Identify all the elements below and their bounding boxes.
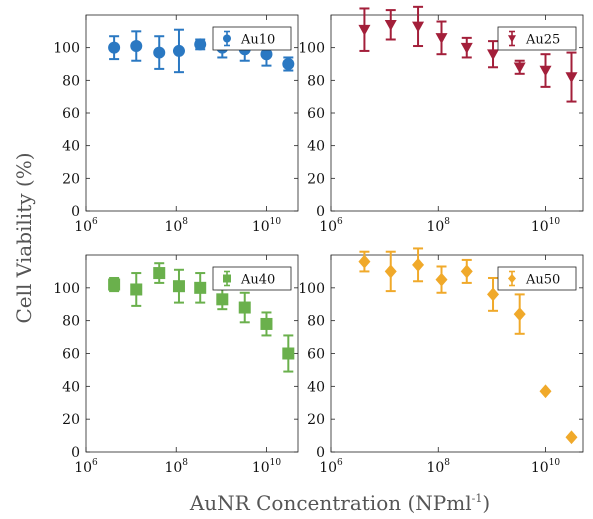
y-tick-label: 100 — [298, 41, 325, 57]
x-tick-label: 1010 — [252, 458, 282, 476]
data-point — [460, 264, 473, 279]
x-tick-label: 106 — [319, 458, 343, 476]
data-point — [435, 272, 448, 287]
data-point — [130, 40, 143, 53]
y-tick-label: 100 — [53, 281, 80, 297]
y-tick-label: 60 — [62, 347, 80, 363]
data-point — [216, 293, 229, 306]
chart-panel-2: 0 20 40 60 80 100 106 108 1010 Au25 — [298, 5, 584, 235]
y-tick-label: 0 — [316, 204, 325, 220]
x-tick-label: 108 — [426, 458, 450, 476]
x-tick-label: 106 — [74, 458, 98, 476]
data-point — [260, 48, 273, 61]
data-point — [539, 65, 552, 77]
legend-marker — [508, 35, 516, 43]
legend: Au25 — [497, 26, 577, 51]
data-point — [435, 33, 448, 44]
y-tick-label: 60 — [62, 106, 80, 122]
x-tick-label: 1010 — [531, 217, 561, 235]
data-point — [487, 287, 500, 302]
data-point — [565, 72, 578, 84]
y-tick-label: 60 — [307, 347, 325, 363]
data-point — [513, 62, 526, 74]
chart-panel-3: 0 20 40 60 80 100 106 108 1010 Au40 — [53, 254, 299, 476]
y-tick-label: 40 — [62, 139, 80, 155]
legend-box — [497, 26, 577, 51]
data-point — [130, 283, 143, 296]
data-point — [282, 347, 295, 360]
data-point — [358, 254, 371, 269]
legend-label: Au25 — [525, 33, 560, 48]
data-point — [238, 301, 251, 314]
data-point — [384, 264, 397, 279]
y-tick-label: 40 — [307, 379, 325, 395]
data-point — [172, 44, 185, 57]
x-tick-label: 108 — [164, 458, 188, 476]
y-tick-label: 20 — [307, 171, 325, 187]
data-point — [153, 267, 166, 280]
x-tick-label: 1010 — [252, 217, 282, 235]
data-point — [460, 42, 473, 54]
data-point — [108, 278, 121, 291]
legend-box — [212, 26, 292, 51]
legend-marker — [223, 34, 231, 43]
legend-label: Au10 — [240, 33, 275, 48]
y-tick-label: 80 — [62, 314, 80, 330]
data-point — [108, 41, 121, 54]
data-point — [412, 21, 425, 33]
chart-panel-1: 0 20 40 60 80 100 106 108 1010 Au10 — [53, 14, 299, 235]
legend-label: Au50 — [525, 273, 560, 288]
x-axis-title: AuNR Concentration (NPml-1) — [189, 491, 490, 515]
data-point — [153, 46, 166, 59]
data-point — [565, 430, 578, 445]
data-point — [539, 384, 552, 399]
data-point — [194, 281, 207, 294]
y-tick-label: 100 — [298, 281, 325, 297]
y-tick-label: 0 — [316, 445, 325, 461]
y-tick-label: 80 — [62, 73, 80, 89]
data-point — [172, 280, 185, 293]
legend-marker — [223, 274, 231, 283]
legend-box — [212, 266, 292, 291]
data-point — [260, 317, 273, 330]
y-tick-label: 100 — [53, 41, 80, 57]
y-tick-label: 0 — [71, 204, 80, 220]
x-axis-title-superscript: -1 — [472, 492, 483, 505]
y-tick-label: 40 — [62, 379, 80, 395]
legend-box — [497, 266, 577, 291]
x-tick-label: 108 — [426, 217, 450, 235]
legend: Au50 — [497, 266, 577, 291]
x-tick-label: 108 — [164, 217, 188, 235]
y-tick-label: 60 — [307, 106, 325, 122]
x-tick-label: 106 — [319, 217, 343, 235]
y-tick-label: 80 — [307, 73, 325, 89]
data-point — [358, 24, 371, 36]
legend: Au10 — [212, 26, 292, 51]
x-axis-title-end: ) — [482, 491, 490, 515]
y-tick-label: 40 — [307, 139, 325, 155]
data-point — [282, 58, 295, 70]
chart-panel-4: 0 20 40 60 80 100 106 108 1010 Au50 — [298, 247, 584, 476]
x-tick-label: 1010 — [531, 458, 561, 476]
y-tick-label: 20 — [62, 412, 80, 428]
data-point — [412, 257, 425, 272]
y-tick-label: 0 — [71, 445, 80, 461]
legend-label: Au40 — [240, 273, 275, 288]
data-point — [194, 38, 207, 51]
x-axis-title-main: AuNR Concentration (NPml — [189, 491, 472, 515]
x-tick-label: 106 — [74, 217, 98, 235]
data-point — [384, 20, 397, 31]
data-point — [487, 49, 500, 61]
data-point — [513, 307, 526, 321]
y-tick-label: 80 — [307, 314, 325, 330]
legend-marker — [508, 273, 516, 284]
y-axis-title: Cell Viability (%) — [12, 153, 36, 324]
y-tick-label: 20 — [307, 412, 325, 428]
y-tick-label: 20 — [62, 171, 80, 187]
legend: Au40 — [212, 266, 292, 291]
